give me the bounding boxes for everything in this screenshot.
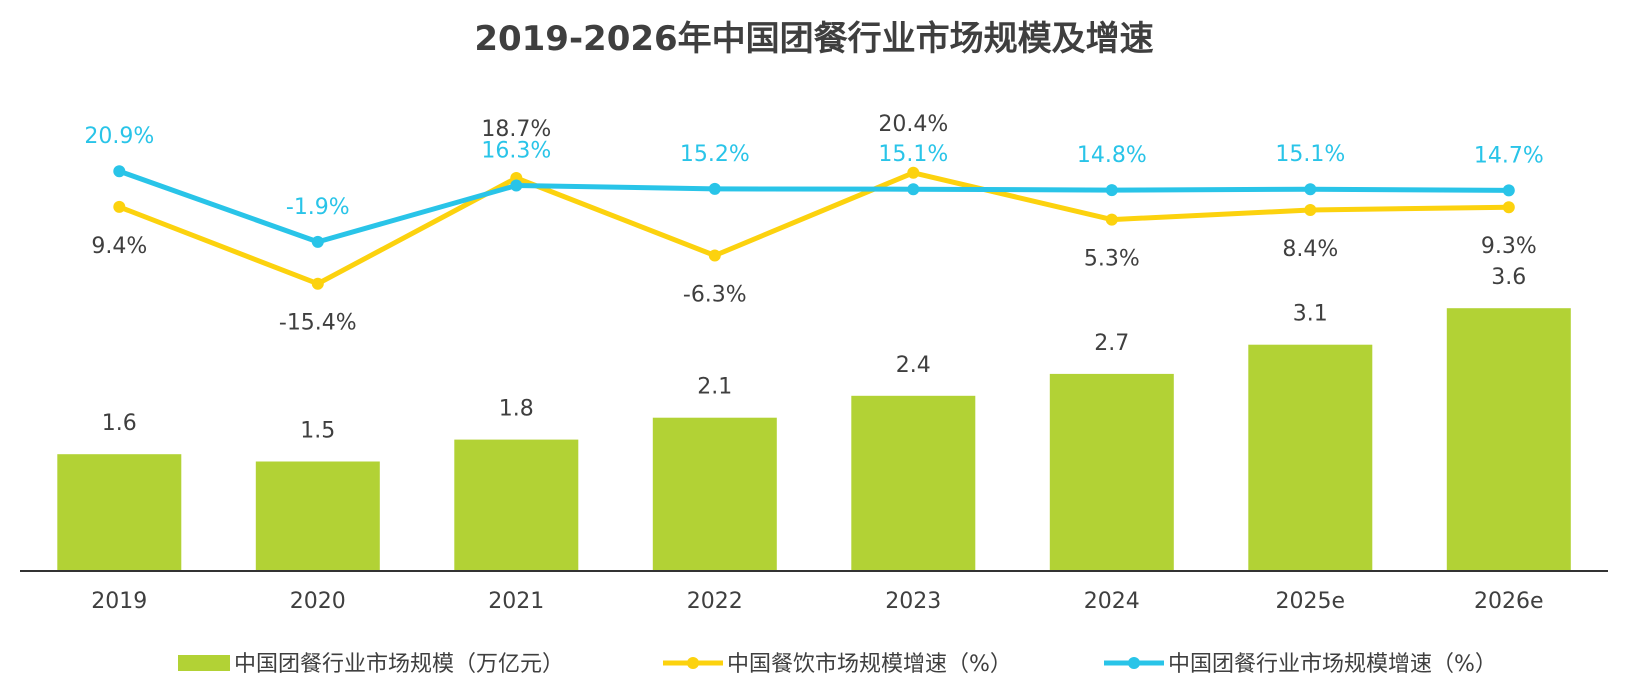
bar-label-2021: 1.8 xyxy=(499,397,534,422)
bar-label-2025e: 3.1 xyxy=(1293,302,1328,327)
group-meal-growth-point-2020 xyxy=(311,235,324,248)
group-meal-growth-label-2025e: 15.1% xyxy=(1275,142,1345,167)
restaurant-growth-label-2020: -15.4% xyxy=(279,311,357,336)
legend-label-group-meal-growth: 中国团餐行业市场规模增速（%） xyxy=(1168,652,1497,677)
legend-item-restaurant-growth: 中国餐饮市场规模增速（%） xyxy=(663,652,1012,677)
group-meal-growth-line xyxy=(118,168,1509,245)
bar-label-2020: 1.5 xyxy=(300,419,335,444)
restaurant-growth-point-2025e xyxy=(1304,204,1317,216)
restaurant-growth-label-2024: 5.3% xyxy=(1084,247,1140,272)
restaurant-growth-point-2020 xyxy=(311,277,324,290)
group-meal-growth-point-2023 xyxy=(907,183,920,196)
legend-item-group-meal-growth: 中国团餐行业市场规模增速（%） xyxy=(1104,652,1497,677)
restaurant-growth-label-2021: 18.7% xyxy=(481,117,551,142)
category-label-2025e: 2025e xyxy=(1276,589,1346,614)
bar-label-2023: 2.4 xyxy=(896,353,931,378)
category-label-2026e: 2026e xyxy=(1474,589,1544,614)
group-meal-growth-label-2020: -1.9% xyxy=(286,195,350,220)
group-meal-growth-label-2024: 14.8% xyxy=(1077,143,1147,168)
bar-2023 xyxy=(851,395,976,571)
bar-2021 xyxy=(454,439,579,571)
legend-swatch-bar xyxy=(178,655,230,671)
group-meal-growth-label-2021: 16.3% xyxy=(481,139,551,164)
restaurant-growth-label-2023: 20.4% xyxy=(878,112,948,137)
category-labels: 2019 2020 2021 2022 2023 2024 2025e 2026e xyxy=(91,589,1543,614)
group-meal-growth-label-2023: 15.1% xyxy=(878,142,948,167)
group-meal-growth-point-2021 xyxy=(510,179,523,192)
bar-label-2022: 2.1 xyxy=(697,375,732,400)
lines-layer: 9.4% -15.4% 18.7% -6.3% 20.4% 5.3% 8.4% 9.3% 20.… xyxy=(84,112,1543,336)
restaurant-growth-point-2019 xyxy=(113,200,126,213)
legend: 中国团餐行业市场规模（万亿元） 中国餐饮市场规模增速（%） 中国团餐行业市场规模… xyxy=(178,652,1497,677)
restaurant-growth-point-2022 xyxy=(708,249,721,262)
bar-2026e xyxy=(1446,308,1571,571)
restaurant-growth-line xyxy=(118,170,1509,287)
legend-label-market-size: 中国团餐行业市场规模（万亿元） xyxy=(234,652,564,677)
restaurant-growth-point-2024 xyxy=(1105,213,1118,226)
bar-label-2024: 2.7 xyxy=(1094,331,1129,356)
group-meal-growth-point-2019 xyxy=(113,165,126,178)
category-label-2021: 2021 xyxy=(488,589,544,614)
bar-2020 xyxy=(255,461,380,571)
group-meal-growth-point-2026e xyxy=(1502,184,1515,197)
bar-label-2026e: 3.6 xyxy=(1491,265,1526,290)
restaurant-growth-label-2026e: 9.3% xyxy=(1481,234,1537,259)
category-label-2024: 2024 xyxy=(1084,589,1140,614)
restaurant-growth-point-2026e xyxy=(1502,201,1515,214)
restaurant-growth-point-2023 xyxy=(907,166,920,179)
category-label-2022: 2022 xyxy=(687,589,743,614)
bars-layer: 1.6 1.5 1.8 2.1 2.4 2.7 3.1 3.6 xyxy=(57,265,1571,571)
chart-title: 2019-2026年中国团餐行业市场规模及增速 xyxy=(474,19,1153,59)
category-label-2023: 2023 xyxy=(885,589,941,614)
group-meal-growth-point-2022 xyxy=(708,182,721,195)
group-meal-growth-label-2019: 20.9% xyxy=(84,124,154,149)
bar-2019 xyxy=(57,454,182,571)
bar-2025e xyxy=(1248,344,1373,571)
restaurant-growth-label-2019: 9.4% xyxy=(91,234,147,259)
restaurant-growth-label-2022: -6.3% xyxy=(683,283,747,308)
group-meal-growth-label-2026e: 14.7% xyxy=(1474,143,1544,168)
legend-label-restaurant-growth: 中国餐饮市场规模增速（%） xyxy=(727,652,1012,677)
group-meal-growth-label-2022: 15.2% xyxy=(680,142,750,167)
group-meal-growth-point-2024 xyxy=(1105,184,1118,197)
legend-item-market-size: 中国团餐行业市场规模（万亿元） xyxy=(178,652,564,677)
group-meal-growth-point-2025e xyxy=(1304,183,1317,196)
category-label-2020: 2020 xyxy=(290,589,346,614)
legend-swatch-group-meal-marker xyxy=(1128,657,1140,669)
category-label-2019: 2019 xyxy=(91,589,147,614)
restaurant-growth-label-2025e: 8.4% xyxy=(1282,237,1338,262)
bar-label-2019: 1.6 xyxy=(102,411,137,436)
bar-2024 xyxy=(1049,373,1174,571)
bar-2022 xyxy=(652,417,777,571)
legend-swatch-restaurant-marker xyxy=(687,657,699,669)
